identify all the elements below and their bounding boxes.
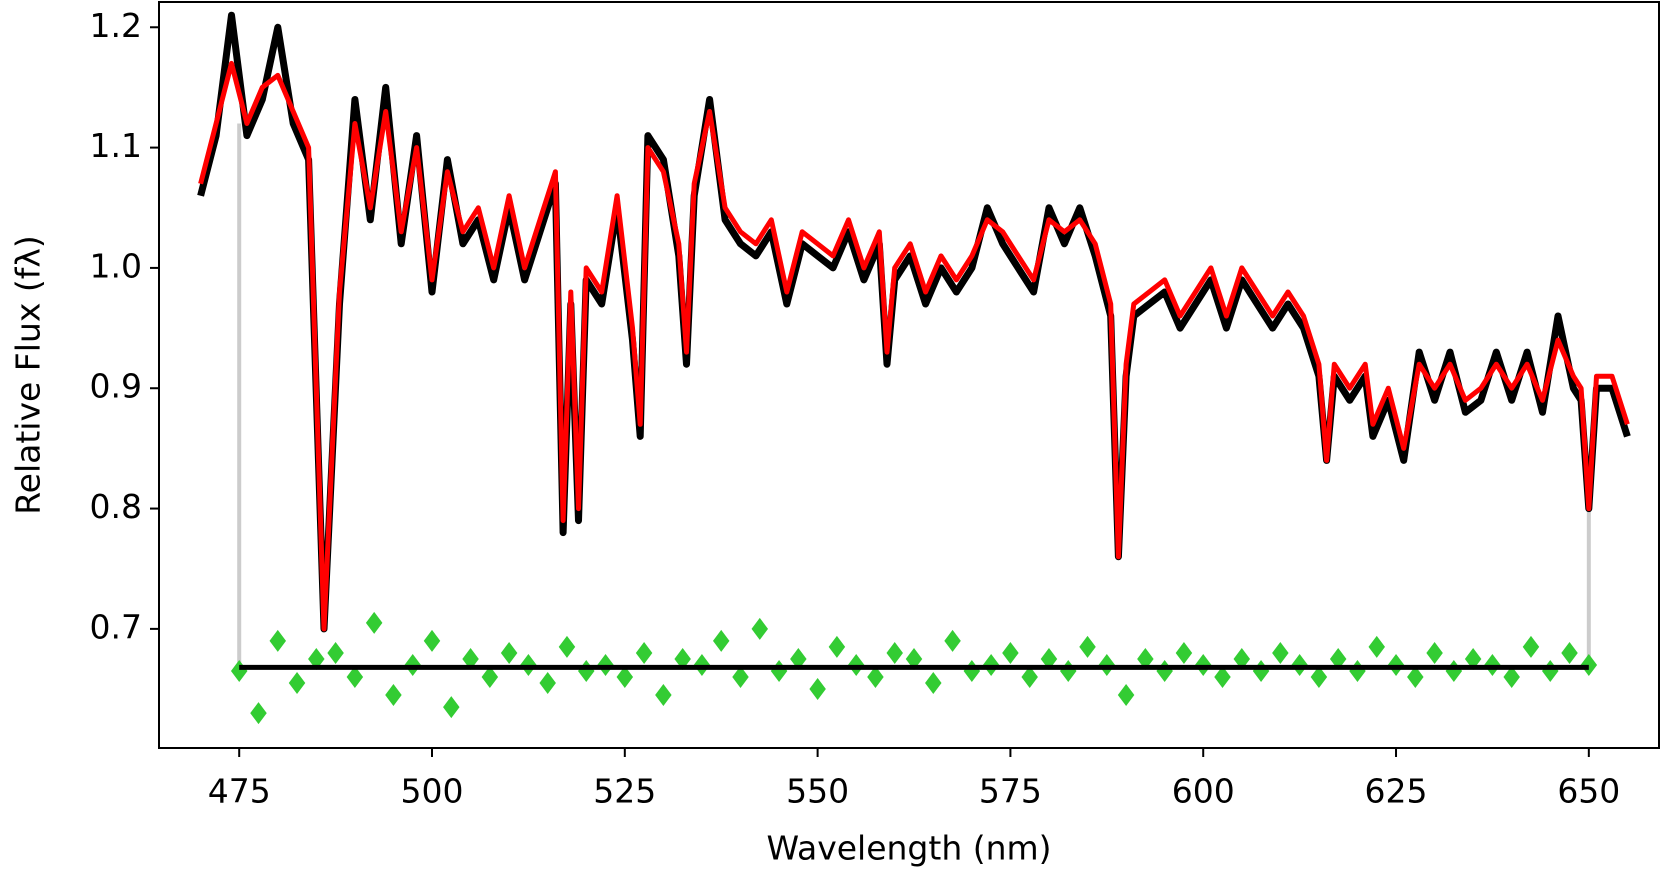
- residual-point: [423, 629, 441, 652]
- residual-point: [1079, 635, 1096, 658]
- residual-point: [365, 611, 383, 634]
- residual-point: [1349, 659, 1366, 682]
- residual-point: [1002, 641, 1019, 664]
- x-tick-label: 575: [979, 772, 1042, 811]
- residual-point: [230, 659, 248, 682]
- residual-point: [616, 666, 634, 689]
- residual-point: [250, 702, 267, 725]
- residual-point: [1214, 666, 1231, 689]
- residual-point: [462, 647, 479, 670]
- residual-point: [269, 629, 287, 652]
- residual-point: [1117, 684, 1135, 707]
- residual-point: [635, 641, 653, 664]
- y-tick-label: 0.8: [90, 487, 142, 526]
- residual-point: [1040, 647, 1058, 670]
- residual-point: [905, 647, 923, 670]
- residual-point: [655, 684, 672, 707]
- residual-point: [1561, 641, 1578, 664]
- residual-point: [385, 684, 402, 707]
- axes-frame: [158, 1, 1660, 749]
- residual-point: [1464, 647, 1482, 670]
- residual-point: [443, 696, 460, 719]
- residual-point: [288, 672, 306, 695]
- residual-point: [925, 672, 942, 695]
- x-tick-label: 650: [1557, 772, 1620, 811]
- residual-point: [346, 666, 364, 689]
- residual-point: [712, 629, 730, 652]
- residual-point: [1503, 666, 1520, 689]
- x-tick-label: 500: [401, 772, 464, 811]
- residual-point: [770, 659, 788, 682]
- residual-point: [809, 678, 826, 701]
- residual-point: [790, 647, 807, 670]
- residual-point: [327, 641, 344, 664]
- residual-point: [1021, 666, 1038, 689]
- residual-point: [1137, 647, 1154, 670]
- residual-point: [1272, 641, 1289, 664]
- residual-point: [481, 666, 499, 689]
- residual-point: [886, 641, 903, 664]
- residual-point: [1426, 641, 1443, 664]
- y-tick-label: 1.1: [90, 126, 142, 165]
- residual-point: [1368, 635, 1385, 658]
- residual-point: [1329, 647, 1347, 670]
- y-tick-label: 1.2: [90, 6, 142, 45]
- x-tick-label: 550: [786, 772, 849, 811]
- x-tick-label: 525: [593, 772, 656, 811]
- x-tick-label: 625: [1365, 772, 1428, 811]
- residual-point: [1252, 659, 1270, 682]
- residual-point: [539, 672, 556, 695]
- residual-point: [1542, 659, 1559, 682]
- residual-point: [674, 647, 691, 670]
- residual-point: [751, 617, 769, 640]
- residual-point: [1156, 659, 1173, 682]
- residual-point: [577, 659, 595, 682]
- residual-point: [1445, 659, 1463, 682]
- y-axis-label: Relative Flux (fλ): [9, 235, 48, 515]
- residual-point: [1522, 635, 1540, 658]
- residual-point: [500, 641, 518, 664]
- residual-point: [1310, 666, 1328, 689]
- spectrum-line: [198, 60, 1630, 632]
- spectrum-line: [197, 11, 1631, 633]
- plot-area: [197, 11, 1631, 725]
- y-tick-label: 1.0: [90, 246, 142, 285]
- residual-point: [944, 629, 961, 652]
- residual-point: [1060, 659, 1077, 682]
- residual-point: [1233, 647, 1251, 670]
- x-tick-label: 475: [208, 772, 271, 811]
- residual-point: [1407, 666, 1424, 689]
- y-tick-label: 0.9: [90, 367, 142, 406]
- residual-point: [1175, 641, 1193, 664]
- x-tick-label: 600: [1172, 772, 1235, 811]
- residual-point: [558, 635, 576, 658]
- residual-point: [732, 666, 749, 689]
- residual-point: [828, 635, 846, 658]
- x-axis-label: Wavelength (nm): [766, 829, 1051, 868]
- y-tick-label: 0.7: [90, 607, 142, 646]
- residual-point: [867, 666, 884, 689]
- residual-point: [963, 659, 981, 682]
- residual-point: [308, 647, 325, 670]
